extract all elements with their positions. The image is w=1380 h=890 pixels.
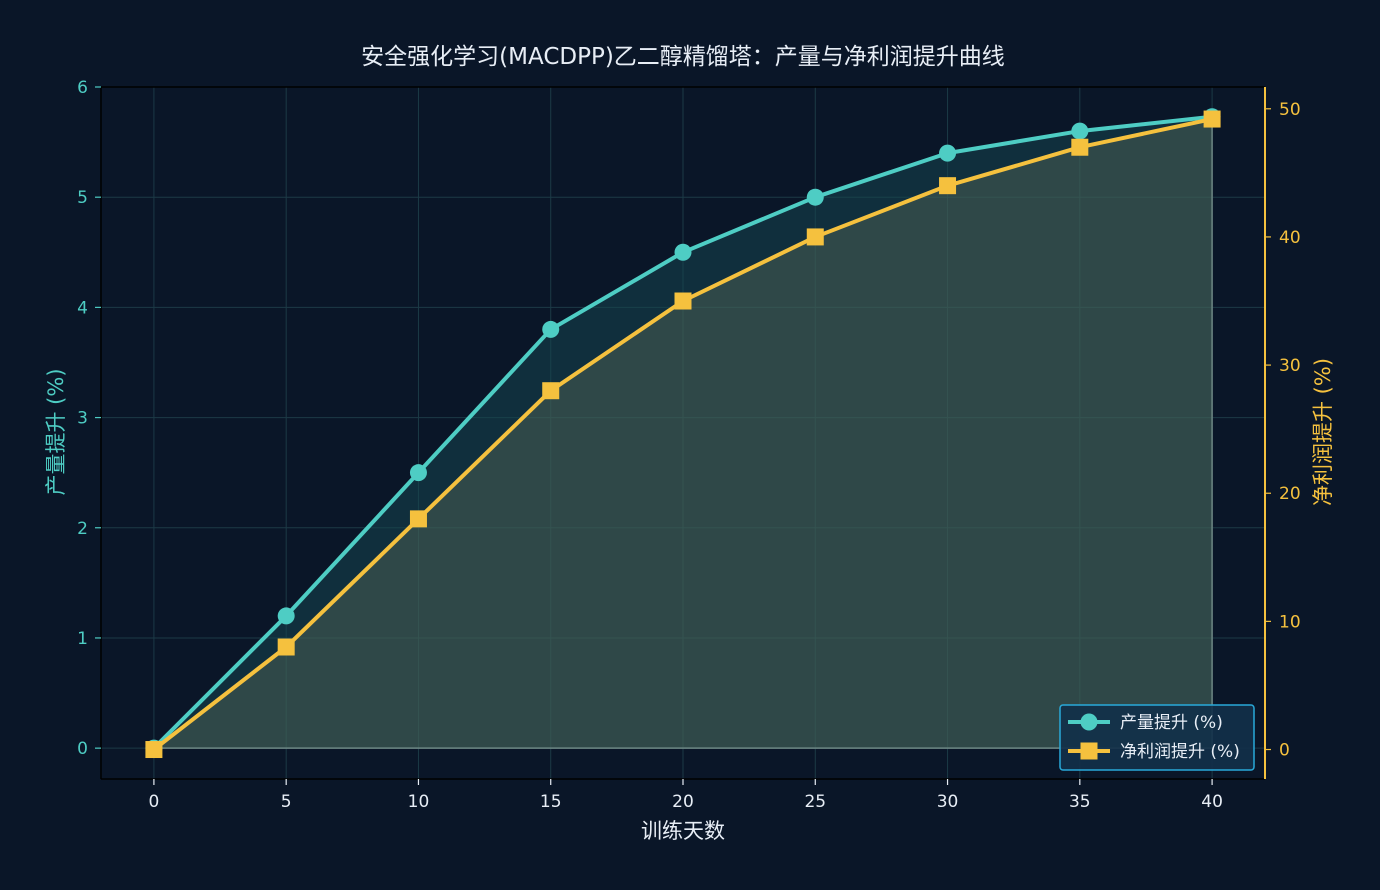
profit-point [806,228,824,246]
y-right-tick-label: 0 [1279,741,1290,761]
yield-point [939,144,957,162]
y-right-tick-label: 40 [1279,228,1301,248]
profit-area-fill [153,119,1213,750]
y-right-tick-label: 20 [1279,484,1301,504]
yield-point [277,607,295,625]
y-right-tick-label: 50 [1279,100,1301,120]
y-left-tick-label: 5 [77,188,88,208]
x-tick-label: 20 [672,792,694,812]
x-tick-label: 35 [1069,792,1091,812]
legend: 产量提升 (%) 净利润提升 (%) [1059,704,1255,771]
chart-title: 安全强化学习(MACDPP)乙二醇精馏塔：产量与净利润提升曲线 [361,44,1005,70]
yield-point [409,464,427,482]
x-axis-title: 训练天数 [641,819,725,843]
x-tick-label: 10 [408,792,430,812]
legend-profit-marker [1080,742,1098,760]
y-left-tick-label: 2 [77,519,88,539]
x-tick-label: 15 [540,792,562,812]
y-right-tick-label: 30 [1279,356,1301,376]
x-tick-label: 25 [804,792,826,812]
profit-point [542,382,560,400]
yield-point [542,320,560,338]
x-tick-label: 5 [281,792,292,812]
yield-point [674,243,692,261]
x-tick-label: 30 [937,792,959,812]
yield-point [1071,122,1089,140]
legend-yield-marker [1080,713,1098,731]
y-left-axis-title: 产量提升 (%) [44,368,68,495]
y-right-tick-label: 10 [1279,612,1301,632]
legend-yield-label: 产量提升 (%) [1120,713,1223,733]
y-left-tick-label: 4 [77,298,88,318]
y-left-tick-label: 0 [77,739,88,759]
y-left-tick-label: 1 [77,629,88,649]
profit-point [1071,138,1089,156]
y-left-tick-label: 6 [77,78,88,98]
profit-point [1203,110,1221,128]
x-tick-label: 40 [1201,792,1223,812]
profit-point [674,292,692,310]
x-tick-label: 0 [148,792,159,812]
y-right-axis-title: 净利润提升 (%) [1311,358,1335,506]
profit-point [277,638,295,656]
plot-area: 0 5 10 15 20 25 30 35 40 0 1 2 3 4 5 6 0 10 20 30 40 50 [77,78,1300,812]
yield-point [806,188,824,206]
profit-point [145,741,163,759]
legend-profit-label: 净利润提升 (%) [1120,742,1240,762]
y-left-tick-label: 3 [77,409,88,429]
profit-point [409,510,427,528]
profit-point [939,177,957,195]
